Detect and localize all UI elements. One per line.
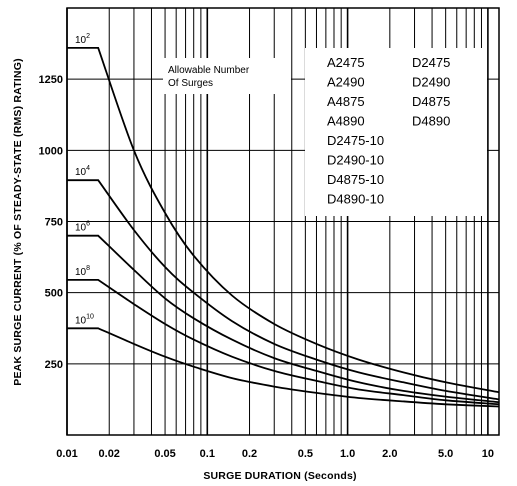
model-number: D4890 <box>412 114 450 129</box>
series-line <box>67 279 500 406</box>
series-line <box>67 47 500 394</box>
y-tick-label: 250 <box>45 359 63 371</box>
model-number: D4875 <box>412 94 450 109</box>
model-number: D4875-10 <box>327 172 384 187</box>
x-tick-label: 0.05 <box>154 448 175 460</box>
series-label: 104 <box>75 165 90 178</box>
y-tick-labels: 250 500 750 1000 1250 <box>39 74 63 371</box>
x-tick-label: 5.0 <box>438 448 453 460</box>
series-label: 108 <box>75 265 90 278</box>
model-number: D2475-10 <box>327 133 384 148</box>
y-tick-label: 500 <box>45 288 63 300</box>
series-label: 1010 <box>75 313 94 326</box>
x-tick-label: 1.0 <box>340 448 355 460</box>
legend-title-line-2: Of Surges <box>168 78 213 89</box>
x-tick-labels: 0.01 0.02 0.05 0.1 0.2 0.5 1.0 2.0 5.0 10 <box>56 448 494 460</box>
model-number: D4890-10 <box>327 192 384 207</box>
series-line <box>67 327 500 408</box>
series-line <box>67 234 500 404</box>
model-number: D2490 <box>412 75 450 90</box>
y-tick-label: 1250 <box>39 74 63 86</box>
legend-title-line-1: Allowable Number <box>168 65 250 76</box>
x-tick-label: 0.5 <box>298 448 313 460</box>
x-axis-title: SURGE DURATION (Seconds) <box>203 470 356 482</box>
surge-curves <box>67 47 500 408</box>
model-number: A2490 <box>327 75 365 90</box>
curve-labels: 102 104 106 108 1010 <box>75 33 94 326</box>
x-tick-label: 0.2 <box>242 448 257 460</box>
plot-frame <box>66 7 500 436</box>
legend-title-background <box>163 58 291 94</box>
model-number: D2490-10 <box>327 153 384 168</box>
y-tick-label: 750 <box>45 217 63 229</box>
x-tick-label: 0.1 <box>200 448 215 460</box>
model-number: A4875 <box>327 94 365 109</box>
x-tick-label: 0.02 <box>99 448 120 460</box>
series-label: 106 <box>75 221 90 234</box>
model-number: A2475 <box>327 55 365 70</box>
series-line <box>67 179 500 401</box>
x-tick-label: 10 <box>482 448 494 460</box>
model-number: A4890 <box>327 114 365 129</box>
model-number: D2475 <box>412 55 450 70</box>
y-tick-label: 1000 <box>39 145 63 157</box>
legend-background <box>305 48 487 216</box>
x-tick-label: 0.01 <box>56 448 77 460</box>
series-label: 102 <box>75 33 90 46</box>
model-list: A2475 D2475 A2490 D2490 A4875 D4875 A4890 D4890… <box>327 55 450 207</box>
legend: Allowable Number Of Surges A2475 D2475A24… <box>163 48 487 216</box>
y-axis-title: PEAK SURGE CURRENT (% OF STEADY-STATE (R… <box>12 58 24 386</box>
x-tick-label: 2.0 <box>382 448 397 460</box>
